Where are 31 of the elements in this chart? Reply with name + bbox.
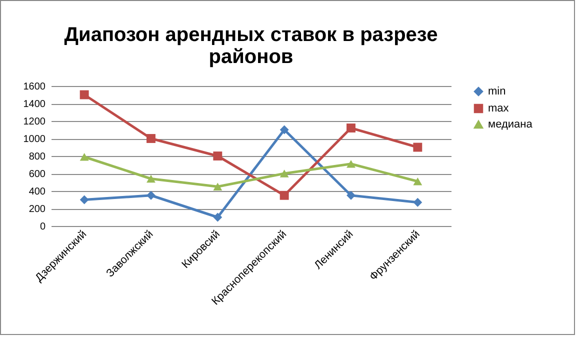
point: [80, 153, 89, 161]
point: [413, 178, 422, 186]
point: [346, 160, 356, 168]
y-tick-label: 0: [40, 222, 46, 232]
y-tick-label: 1000: [23, 134, 46, 145]
point: [80, 90, 89, 100]
legend-label: min: [488, 86, 506, 98]
y-tick-label: 1600: [23, 82, 46, 92]
point: [413, 198, 422, 207]
point: [146, 190, 156, 200]
point: [280, 170, 289, 178]
point: [146, 174, 156, 183]
point: [80, 195, 89, 204]
y-tick-label: 200: [28, 204, 46, 215]
legend-label: max: [488, 102, 510, 114]
point: [213, 182, 222, 190]
point: [213, 152, 222, 160]
y-tick-label: 600: [28, 169, 46, 180]
legend-label: медиана: [488, 118, 534, 130]
y-tick-label: 400: [28, 186, 46, 198]
point: [280, 190, 289, 200]
y-tick-label: 1200: [23, 116, 46, 128]
y-tick-label: 800: [28, 152, 46, 162]
point: [146, 134, 156, 143]
point: [346, 124, 356, 132]
point: [413, 142, 422, 152]
point: [213, 212, 222, 222]
point: [346, 190, 356, 200]
y-tick-label: 1400: [23, 99, 46, 110]
chart-title: Диапозон арендных ставок в разрезе районов: [64, 24, 438, 68]
point: [280, 125, 289, 134]
